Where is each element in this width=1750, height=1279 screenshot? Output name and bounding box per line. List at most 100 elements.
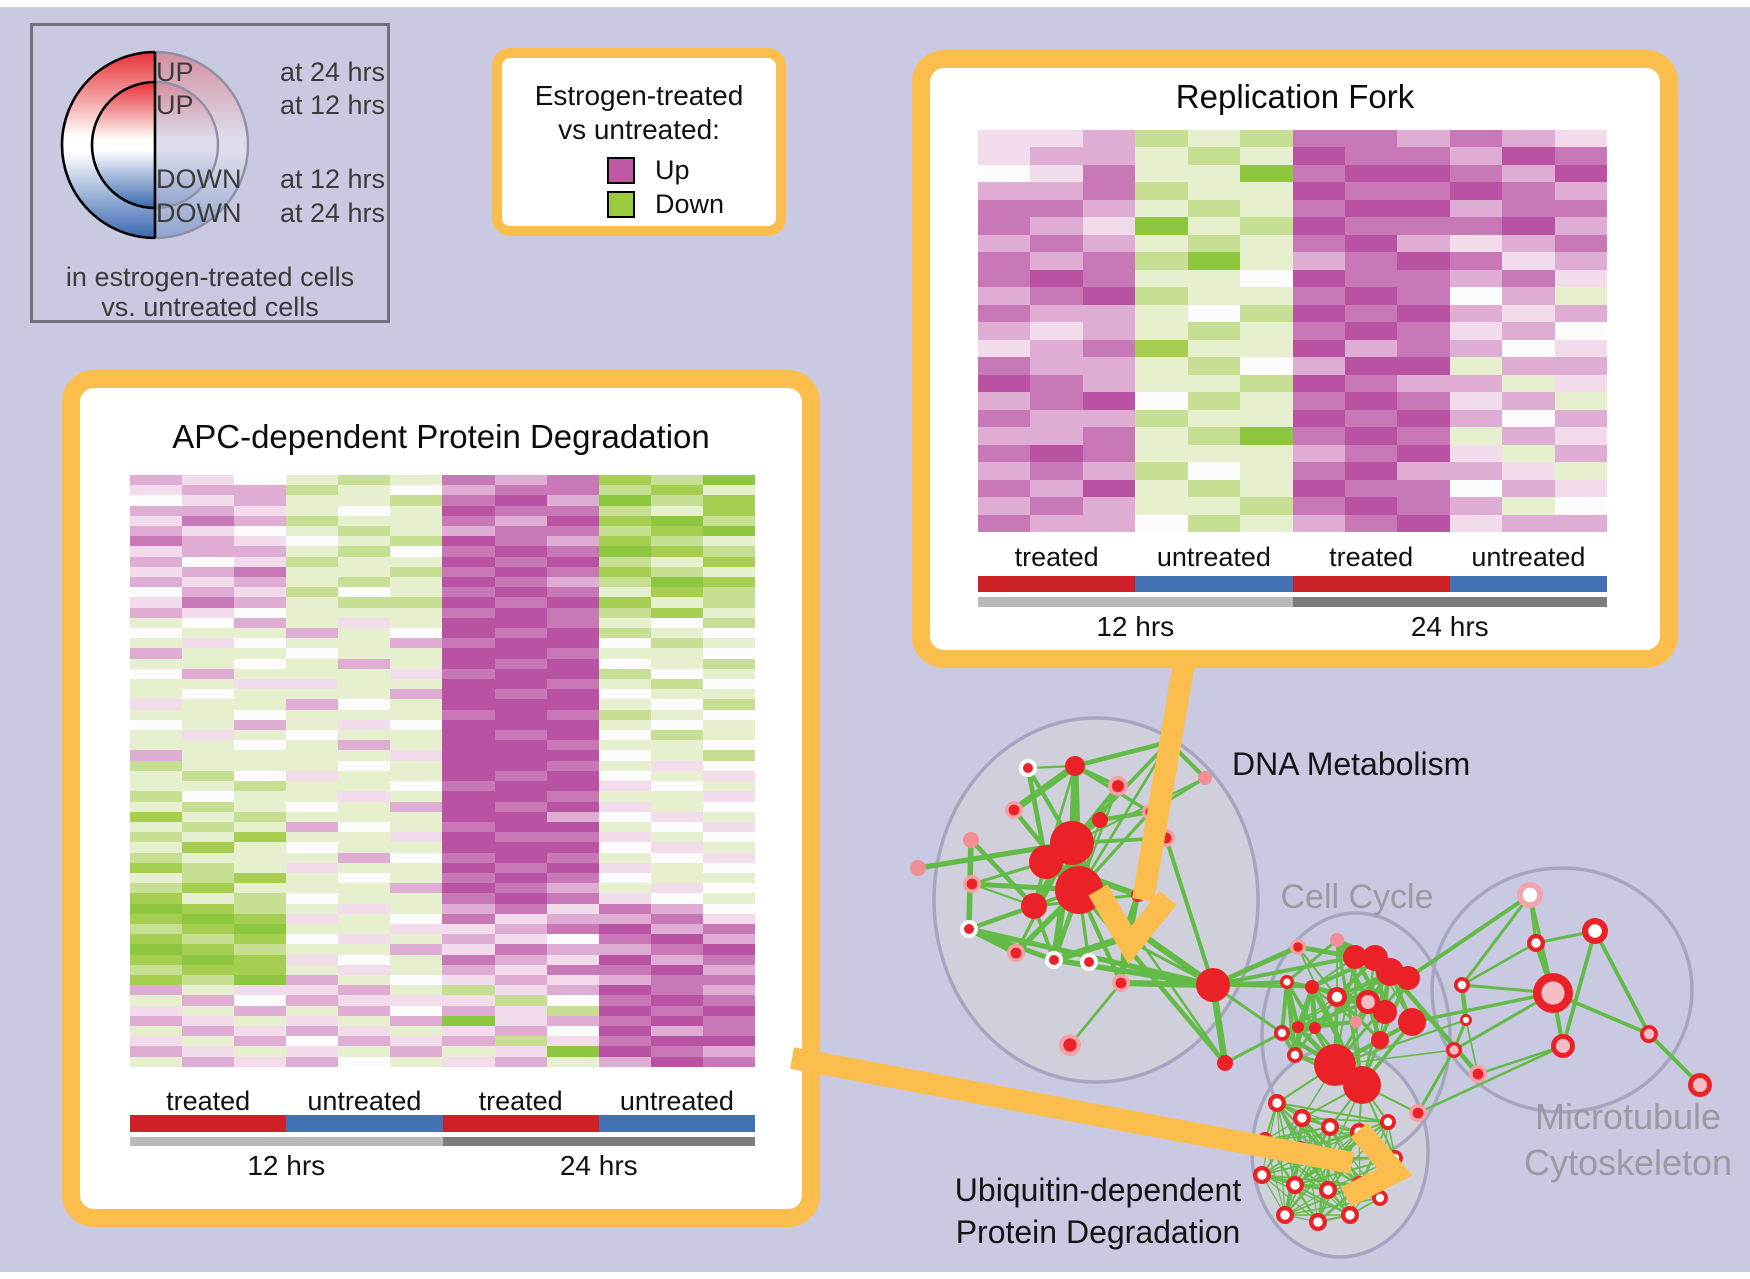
- heatmap-row: [130, 1005, 755, 1016]
- gene-node-core: [1522, 887, 1538, 903]
- gene-node-core: [1272, 1098, 1282, 1108]
- network-edge: [969, 838, 1036, 908]
- key-time-12a: at 12 hrs: [279, 90, 385, 120]
- gene-node-core: [1290, 1180, 1300, 1190]
- gene-node: [1396, 966, 1420, 990]
- heatmap-row: [130, 811, 755, 822]
- treated-bar-segment: [1292, 576, 1450, 592]
- heatmap-row: [130, 485, 755, 496]
- cluster-label-cell-cycle: Cell Cycle: [1280, 878, 1434, 916]
- network-edge: [1099, 809, 1151, 823]
- key-dir-up-12: UP: [156, 90, 194, 120]
- heatmap-row: [130, 923, 755, 935]
- heatmap-row: [130, 1036, 755, 1047]
- callout-arrow-shaft: [789, 1047, 1355, 1174]
- heatmap-row: [130, 985, 755, 996]
- gene-node-core: [1297, 1113, 1307, 1123]
- gene-node-core: [1112, 780, 1124, 792]
- heatmap-row: [130, 505, 755, 516]
- heatmap-row: [130, 801, 755, 812]
- heatmap-row: [978, 217, 1608, 235]
- ring-key-box: UP UP DOWN DOWN at 24 hrs at 12 hrs at 1…: [30, 23, 390, 323]
- heatmap-row: [978, 427, 1608, 445]
- key-dir-down-24: DOWN: [156, 198, 242, 228]
- heatmap-row: [130, 791, 755, 802]
- heatmap-row: [978, 269, 1608, 288]
- network-edge: [1335, 939, 1364, 1086]
- condition-label: treated: [1329, 542, 1414, 572]
- heatmap-row: [130, 740, 755, 751]
- heatmap-row: [130, 821, 755, 833]
- key-time-24b: at 24 hrs: [279, 198, 385, 228]
- key-caption-line1: in estrogen-treated cells: [65, 262, 355, 292]
- gene-node: [1343, 1066, 1381, 1104]
- cluster-label-cytoskeleton-line2: Cytoskeleton: [1523, 1142, 1733, 1183]
- network-edge: [1284, 1197, 1381, 1216]
- gene-node-core: [1412, 1107, 1424, 1119]
- gene-node: [1055, 866, 1103, 914]
- rf-condition-labels: treated untreated treated untreated: [978, 542, 1607, 573]
- gene-node-core: [1588, 924, 1602, 938]
- heatmap-row: [130, 597, 755, 608]
- network-edge: [1276, 1102, 1360, 1133]
- down-color-swatch: [607, 191, 635, 218]
- heatmap-row: [978, 199, 1608, 218]
- gene-node-core: [1383, 1117, 1393, 1127]
- up-color-swatch: [607, 157, 635, 184]
- heatmap-row: [978, 392, 1608, 410]
- network-edge: [1417, 1044, 1564, 1115]
- key-caption-line2: vs. untreated cells: [101, 292, 319, 322]
- gene-node: [1371, 1031, 1389, 1049]
- gene-node-core: [1361, 995, 1375, 1009]
- network-edge: [1052, 934, 1126, 964]
- gene-node-core: [1643, 1028, 1655, 1040]
- network-edge: [1313, 970, 1392, 1030]
- network-edge: [1068, 982, 1123, 1046]
- network-edge: [1411, 991, 1554, 1024]
- untreated-bar-segment: [598, 1115, 755, 1132]
- gene-node-core: [1283, 978, 1291, 986]
- heatmap-row: [978, 147, 1608, 165]
- heatmap-row: [130, 944, 755, 955]
- legend-item-down: Down: [607, 189, 724, 220]
- condition-label: treated: [166, 1086, 251, 1116]
- apc-title: APC-dependent Protein Degradation: [172, 418, 710, 455]
- network-edge: [1011, 763, 1078, 813]
- heatmap-row: [130, 1015, 755, 1026]
- heatmap-row: [130, 1046, 755, 1057]
- condition-label: untreated: [1471, 542, 1586, 572]
- gene-node: [1309, 1022, 1321, 1034]
- cluster-label-dna-metabolism: DNA Metabolism: [1232, 746, 1471, 782]
- heatmap-row: [130, 730, 755, 741]
- gene-node-core: [1331, 991, 1343, 1003]
- apc-time-labels: 12 hrs 24 hrs: [130, 1150, 755, 1182]
- apc-heatmap: [130, 475, 755, 1067]
- apc-time-bar: [130, 1137, 755, 1146]
- gene-node-core: [1323, 1185, 1333, 1195]
- heatmap-row: [130, 964, 755, 975]
- heatmap-row: [978, 164, 1608, 183]
- network-edge: [1477, 1044, 1564, 1076]
- heatmap-row: [130, 913, 755, 924]
- heatmap-row: [130, 515, 755, 527]
- heatmap-row: [130, 566, 755, 578]
- gene-node: [1373, 1000, 1397, 1024]
- concentric-ring-glyph: [55, 45, 255, 245]
- network-edge: [1284, 1131, 1360, 1216]
- heatmap-row: [130, 536, 755, 547]
- heatmap-row: [978, 234, 1608, 253]
- rf-time-bar: [978, 597, 1607, 607]
- heatmap-row: [130, 658, 755, 669]
- heatmap-row: [130, 719, 755, 731]
- gene-node-core: [1008, 804, 1020, 816]
- gene-node: [1217, 1055, 1233, 1071]
- heatmap-row: [978, 409, 1608, 428]
- gene-node: [1350, 1016, 1362, 1028]
- condition-label: treated: [478, 1086, 563, 1116]
- gene-node: [1065, 756, 1085, 776]
- heatmap-row: [978, 444, 1608, 463]
- network-edge: [1224, 1031, 1283, 1065]
- key-dir-up-24: UP: [156, 57, 194, 87]
- heatmap-row: [130, 679, 755, 690]
